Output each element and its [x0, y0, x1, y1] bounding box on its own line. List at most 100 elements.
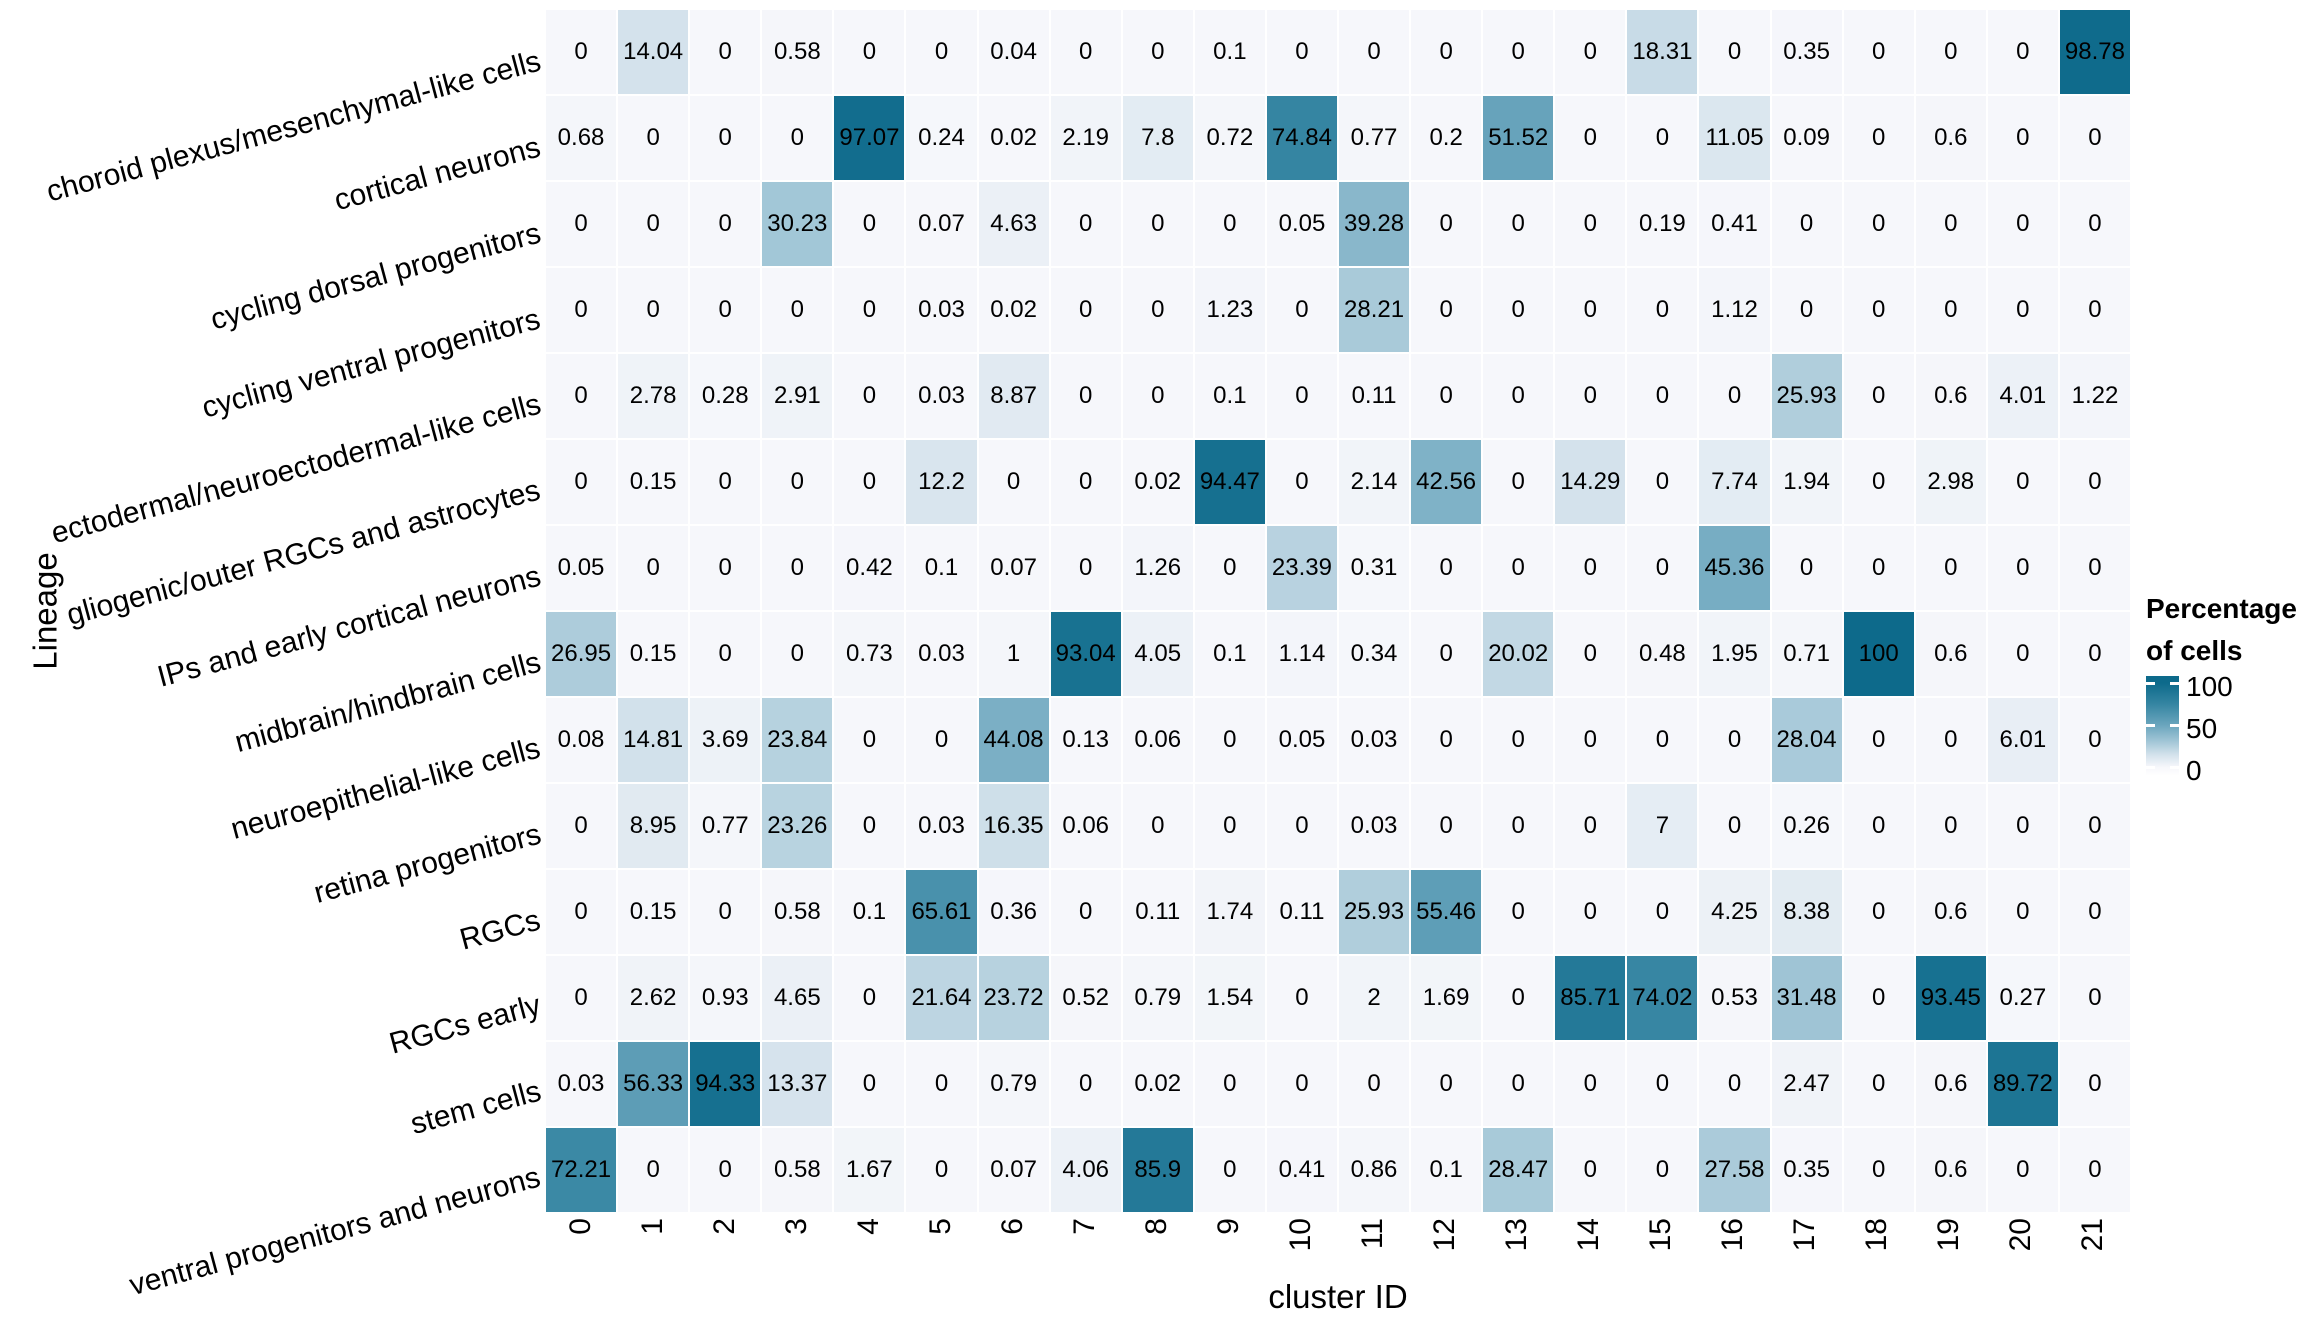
heatmap-cell: 0	[1555, 10, 1626, 94]
heatmap-cell: 0	[906, 1042, 977, 1126]
heatmap-cell: 0	[1843, 1042, 1914, 1126]
heatmap-cell: 0	[690, 268, 761, 352]
cell-value: 44.08	[983, 726, 1044, 753]
heatmap-cell: 0	[1627, 354, 1698, 438]
heatmap-cell: 0	[2059, 784, 2130, 868]
heatmap-cell: 0	[1843, 96, 1914, 180]
heatmap-cell: 0	[1266, 10, 1337, 94]
heatmap-cell: 0	[546, 10, 617, 94]
cell-value: 1.94	[1783, 468, 1830, 495]
cell-value: 0	[1871, 1156, 1886, 1183]
heatmap-cell: 0	[1266, 268, 1337, 352]
heatmap-cell: 0.1	[906, 526, 977, 610]
cell-value: 1.67	[846, 1156, 893, 1183]
cell-value: 0.04	[990, 38, 1037, 65]
row-label: RGCs	[456, 903, 545, 957]
cell-value: 0.07	[990, 1156, 1037, 1183]
heatmap-cell: 0	[1987, 96, 2058, 180]
heatmap-cell: 0	[1555, 182, 1626, 266]
heatmap-cell: 0	[1771, 526, 1842, 610]
cell-value: 0.03	[1350, 726, 1398, 753]
cell-value: 0.1	[1429, 1156, 1463, 1183]
heatmap-cell: 0	[1555, 96, 1626, 180]
cell-value: 0.6	[1934, 640, 1968, 667]
heatmap-cell: 0	[618, 182, 689, 266]
cell-value: 0	[1223, 1156, 1237, 1183]
heatmap-cell: 2.91	[762, 354, 833, 438]
cell-value: 2.98	[1927, 468, 1975, 495]
cell-value: 0	[718, 468, 732, 495]
x-tick-text: 5	[924, 1218, 957, 1235]
heatmap-cell: 0.79	[978, 1042, 1049, 1126]
heatmap-cell: 0	[1627, 698, 1698, 782]
cell-value: 42.56	[1416, 468, 1477, 495]
heatmap-cell: 0	[690, 10, 761, 94]
heatmap-cell: 0.2	[1411, 96, 1482, 180]
x-tick-label: 7	[1050, 1218, 1120, 1235]
cell-value: 0	[2088, 812, 2102, 839]
heatmap-cell: 0.19	[1627, 182, 1698, 266]
heatmap-cell: 0	[762, 268, 833, 352]
cell-value: 1	[1006, 640, 1021, 667]
cell-value: 100	[1858, 640, 1899, 667]
heatmap-cell: 0	[1555, 268, 1626, 352]
cell-value: 4.01	[1999, 382, 2047, 409]
cell-value: 0	[1871, 38, 1886, 65]
cell-value: 0	[1078, 1070, 1093, 1097]
heatmap-cell: 89.72	[1987, 1042, 2058, 1126]
cell-value: 0	[1439, 726, 1453, 753]
heatmap-cell: 0	[1194, 1042, 1265, 1126]
cell-value: 0	[1944, 296, 1958, 323]
heatmap-cell: 0.36	[978, 870, 1049, 954]
cell-value: 30.23	[767, 210, 828, 237]
heatmap-cell: 0	[2059, 268, 2130, 352]
cell-value: 0	[2088, 296, 2102, 323]
cell-value: 2	[1367, 984, 1381, 1011]
cell-value: 0.11	[1351, 382, 1397, 409]
heatmap-cell: 0	[1050, 870, 1121, 954]
heatmap-cell: 0	[618, 96, 689, 180]
legend-tick-label: 0	[2186, 755, 2202, 786]
heatmap-cell: 0.03	[906, 784, 977, 868]
x-tick-text: 21	[2076, 1218, 2109, 1252]
cell-value: 0	[1871, 726, 1886, 753]
heatmap-cell: 0	[2059, 1128, 2130, 1212]
heatmap-cell: 1.54	[1194, 956, 1265, 1040]
cell-value: 0	[1871, 984, 1886, 1011]
heatmap-cell: 0	[1699, 10, 1770, 94]
heatmap-cell: 8.95	[618, 784, 689, 868]
heatmap-cell: 0.6	[1915, 1128, 1986, 1212]
cell-value: 0.41	[1711, 210, 1758, 237]
cell-value: 0.73	[846, 640, 893, 667]
cell-value: 0	[862, 1070, 877, 1097]
cell-value: 1.22	[2071, 382, 2119, 409]
cell-value: 0	[1727, 812, 1742, 839]
heatmap-cell: 0	[1555, 698, 1626, 782]
cell-value: 0	[2016, 554, 2030, 581]
cell-value: 0	[862, 726, 877, 753]
cell-value: 0	[1511, 812, 1525, 839]
cell-value: 0	[1223, 1070, 1237, 1097]
cell-value: 0.68	[557, 124, 605, 151]
cell-value: 0	[2088, 898, 2102, 925]
heatmap-cell: 30.23	[762, 182, 833, 266]
heatmap-cell: 2	[1339, 956, 1410, 1040]
x-tick-label: 4	[834, 1218, 904, 1235]
legend: Percentage of cells 100 50 0	[2146, 588, 2304, 786]
cell-value: 0	[1295, 812, 1309, 839]
cell-value: 7.8	[1141, 124, 1175, 151]
cell-value: 74.84	[1271, 124, 1332, 151]
x-tick-text: 13	[1500, 1218, 1533, 1252]
heatmap-cell: 0.77	[690, 784, 761, 868]
x-tick-text: 0	[564, 1218, 597, 1235]
cell-value: 0	[1583, 296, 1597, 323]
cell-value: 0	[1078, 296, 1093, 323]
cell-value: 14.04	[623, 38, 684, 65]
cell-value: 0	[934, 38, 949, 65]
cell-value: 0.6	[1934, 898, 1968, 925]
heatmap-cell: 51.52	[1483, 96, 1554, 180]
cell-value: 0.36	[990, 898, 1037, 925]
cell-value: 0	[2088, 726, 2102, 753]
legend-tick-dash	[2146, 723, 2155, 727]
cell-value: 8.38	[1783, 898, 1830, 925]
